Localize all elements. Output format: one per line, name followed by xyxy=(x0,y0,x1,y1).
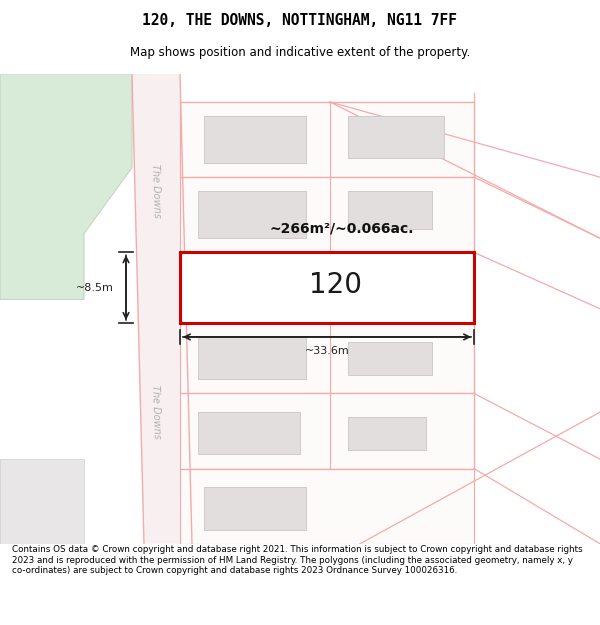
Bar xyxy=(180,253,474,323)
Text: 120: 120 xyxy=(310,271,362,299)
Bar xyxy=(180,323,474,393)
Text: The Downs: The Downs xyxy=(150,385,162,439)
Text: Contains OS data © Crown copyright and database right 2021. This information is : Contains OS data © Crown copyright and d… xyxy=(12,546,583,575)
Bar xyxy=(348,191,432,229)
Bar xyxy=(0,459,84,544)
Bar xyxy=(204,116,306,163)
Text: 120, THE DOWNS, NOTTINGHAM, NG11 7FF: 120, THE DOWNS, NOTTINGHAM, NG11 7FF xyxy=(143,13,458,28)
Bar xyxy=(180,102,474,177)
Bar xyxy=(348,417,426,450)
Text: ~266m²/~0.066ac.: ~266m²/~0.066ac. xyxy=(270,222,414,236)
Polygon shape xyxy=(0,74,132,299)
Bar xyxy=(180,253,474,323)
Text: ~8.5m: ~8.5m xyxy=(76,282,114,292)
Bar xyxy=(180,469,474,544)
Bar xyxy=(240,266,336,309)
Text: The Downs: The Downs xyxy=(150,164,162,218)
Bar xyxy=(180,393,474,469)
Bar xyxy=(348,342,432,374)
Bar xyxy=(348,116,444,158)
Bar xyxy=(204,488,306,529)
Text: ~33.6m: ~33.6m xyxy=(305,346,349,356)
Bar xyxy=(198,337,306,379)
Bar xyxy=(198,412,300,454)
Bar xyxy=(198,191,306,238)
Text: Map shows position and indicative extent of the property.: Map shows position and indicative extent… xyxy=(130,46,470,59)
Bar xyxy=(180,177,474,252)
Polygon shape xyxy=(132,74,192,544)
